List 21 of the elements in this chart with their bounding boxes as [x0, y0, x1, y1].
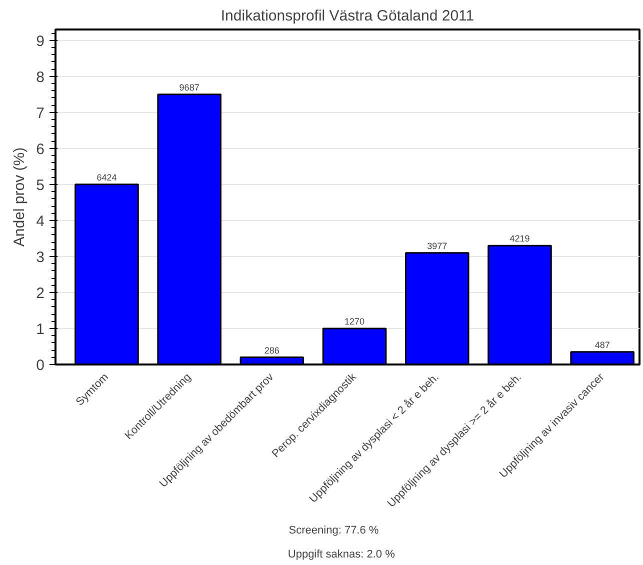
y-tick-label: 2 [36, 284, 44, 302]
annotation: 487 [594, 340, 610, 350]
annotation: 3977 [427, 240, 448, 251]
annotation: 9687 [179, 82, 200, 92]
y-tick-label: 9 [36, 32, 44, 50]
y-tick-label: 5 [36, 176, 44, 194]
text: Screening: 77.6 % [288, 524, 379, 536]
y-tick-label: 1 [36, 320, 44, 338]
chart-title: Indikationsprofil Västra Götaland 2011 [220, 8, 474, 24]
y-tick-label: 4 [36, 212, 44, 230]
y-tick-label: 3 [36, 248, 44, 266]
y-tick-label: 8 [36, 68, 44, 86]
y-axis-title: Andel prov (%) [11, 147, 28, 247]
y-tick-label: 6 [36, 140, 44, 158]
annotation: 286 [264, 345, 280, 356]
annotation: 6424 [96, 172, 117, 182]
annotation: 4219 [510, 234, 530, 244]
y-tick-label: 0 [36, 357, 44, 374]
text: Uppgift saknas: 2.0 % [288, 548, 396, 560]
y-tick-label: 7 [36, 104, 44, 122]
annotation: 1270 [344, 316, 365, 326]
